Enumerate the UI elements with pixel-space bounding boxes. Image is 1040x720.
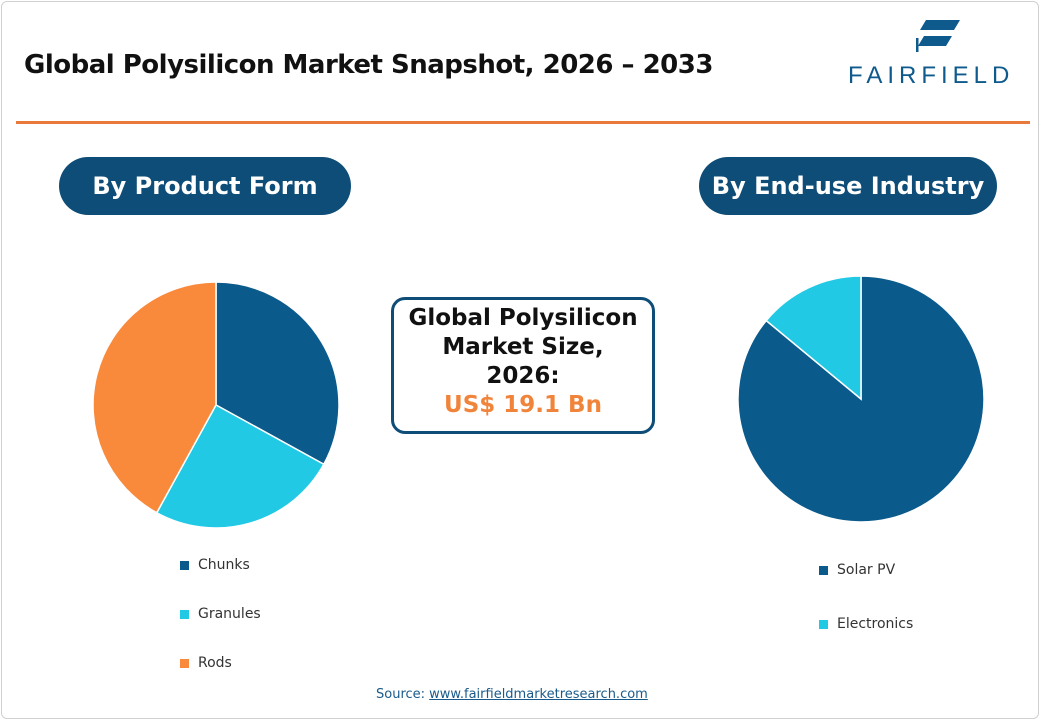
pie-slice-electronics	[765, 275, 862, 401]
market-size-label-3: 2026:	[486, 363, 560, 389]
legend-item: Electronics	[819, 615, 913, 633]
page-title: Global Polysilicon Market Snapshot, 2026…	[24, 50, 713, 80]
market-size-box: Global Polysilicon Market Size, 2026: US…	[391, 297, 655, 434]
legend-swatch	[180, 609, 189, 619]
fairfield-logo: FAIRFIELD	[848, 18, 1024, 90]
divider	[16, 121, 1030, 124]
pie-slice-chunks	[215, 281, 340, 466]
market-size-label-2: Market Size,	[442, 334, 604, 360]
pie-slice-rods	[92, 281, 217, 514]
market-size-value: US$ 19.1 Bn	[444, 392, 602, 418]
legend-item: Chunks	[180, 556, 261, 574]
legend-item: Granules	[180, 605, 261, 623]
pie-slice-granules	[155, 403, 325, 529]
legend-label: Rods	[198, 655, 232, 671]
product-form-pie	[92, 281, 340, 529]
legend-swatch	[180, 560, 189, 570]
source-label: Source:	[376, 687, 426, 702]
legend-swatch	[819, 565, 828, 575]
logo-mark-icon	[916, 20, 960, 52]
product-form-heading: By Product Form	[59, 157, 351, 215]
end-use-legend: Solar PV Electronics	[819, 561, 913, 669]
legend-label: Electronics	[837, 616, 914, 632]
legend-swatch	[819, 619, 828, 629]
source-link[interactable]: www.fairfieldmarketresearch.com	[429, 687, 648, 702]
legend-label: Chunks	[198, 557, 250, 573]
end-use-pie	[737, 275, 985, 523]
source: Source: www.fairfieldmarketresearch.com	[376, 687, 648, 702]
legend-swatch	[180, 658, 189, 668]
legend-label: Solar PV	[837, 562, 896, 578]
product-form-legend: Chunks Granules Rods	[180, 556, 261, 703]
end-use-heading: By End-use Industry	[699, 157, 997, 215]
legend-item: Solar PV	[819, 561, 913, 579]
logo-text: FAIRFIELD	[848, 62, 1015, 89]
legend-item: Rods	[180, 654, 261, 672]
legend-label: Granules	[198, 606, 261, 622]
market-size-label-1: Global Polysilicon	[408, 305, 638, 331]
